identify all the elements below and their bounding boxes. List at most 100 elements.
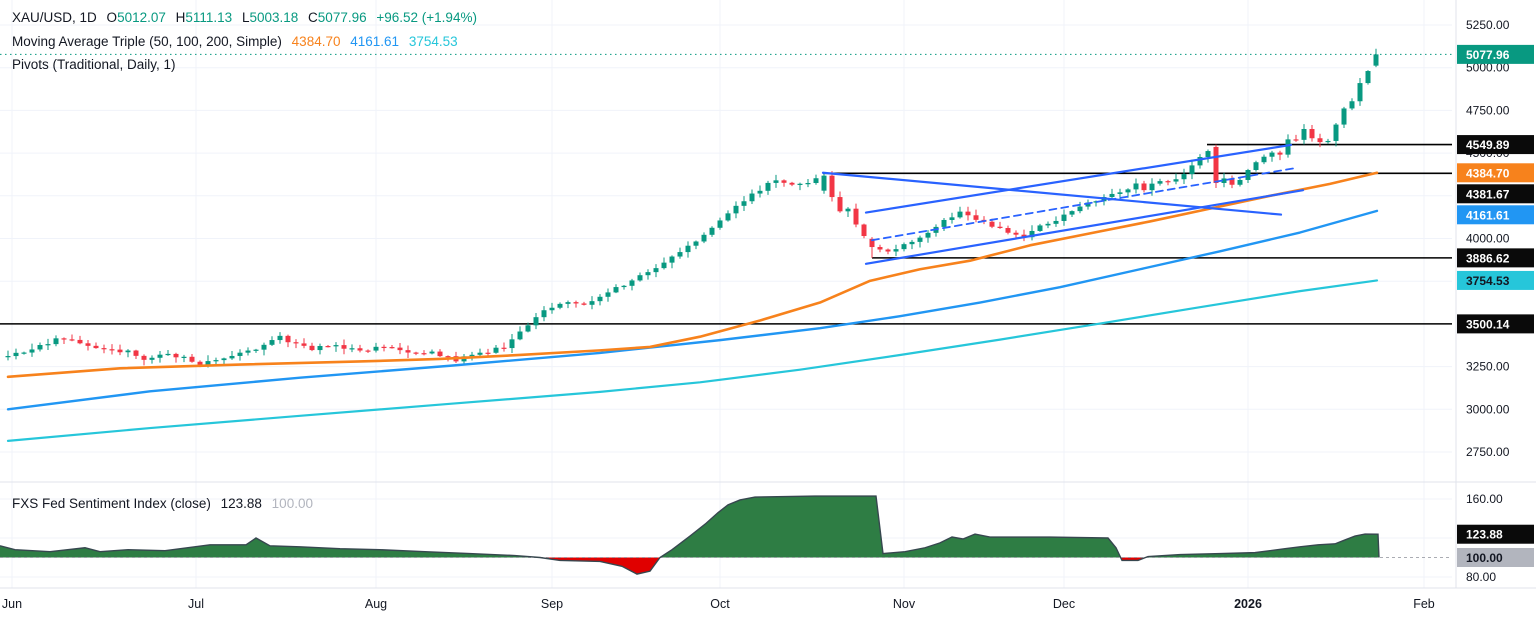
candle	[221, 358, 227, 361]
time-axis-label: Oct	[710, 597, 730, 611]
pivots-legend-row[interactable]: Pivots (Traditional, Daily, 1)	[12, 57, 477, 72]
candle	[829, 175, 835, 198]
candle	[541, 310, 547, 318]
candle	[597, 296, 603, 302]
candle	[245, 350, 251, 353]
symbol-legend-row[interactable]: XAU/USD, 1D O5012.07 H5111.13 L5003.18 C…	[12, 10, 477, 25]
candle	[173, 353, 179, 358]
candle	[45, 344, 51, 346]
candle	[701, 234, 707, 242]
candle	[469, 354, 475, 357]
sentiment-outline	[0, 495, 1380, 575]
candle	[1125, 189, 1131, 193]
price-tick-label: 4750.00	[1466, 103, 1510, 117]
candle	[277, 335, 283, 341]
sentiment-tick-label: 160.00	[1466, 492, 1503, 506]
candle	[517, 331, 523, 340]
candle	[733, 205, 739, 214]
candle	[589, 301, 595, 305]
candle	[853, 208, 859, 225]
candle	[525, 325, 531, 332]
price-badge	[1457, 184, 1534, 204]
candle	[653, 268, 659, 273]
price-tick-label: 5000.00	[1466, 61, 1510, 75]
trendline	[864, 189, 1305, 265]
candle	[53, 338, 59, 345]
candle	[21, 352, 27, 354]
open-value: 5012.07	[117, 10, 166, 25]
open-label: O	[106, 10, 118, 25]
candle	[293, 342, 299, 344]
price-badge-label: 4161.61	[1466, 208, 1510, 222]
candle	[533, 317, 539, 326]
low-label: L	[241, 10, 250, 25]
candle	[613, 287, 619, 293]
candle	[1237, 179, 1243, 185]
sentiment-legend-row[interactable]: FXS Fed Sentiment Index (close) 123.88 1…	[12, 496, 313, 511]
candle	[1213, 146, 1219, 183]
sentiment-badge-label: 100.00	[1466, 551, 1503, 565]
candle	[1181, 174, 1187, 180]
candle	[29, 349, 35, 353]
candle	[1325, 140, 1331, 143]
price-badge	[1457, 248, 1534, 268]
price-axis[interactable]: 5250.005000.004750.004500.004000.003250.…	[1457, 18, 1534, 584]
candle	[373, 346, 379, 351]
sentiment-pane	[0, 495, 1452, 575]
price-tick-label: 2750.00	[1466, 445, 1510, 459]
candle	[1293, 139, 1299, 141]
ma50-value: 4384.70	[291, 33, 341, 49]
candle	[197, 361, 203, 365]
candle	[877, 247, 883, 250]
price-badge	[1457, 205, 1534, 225]
price-badge	[1457, 314, 1534, 334]
candle	[765, 182, 771, 191]
candle	[1301, 129, 1307, 140]
sentiment-badge	[1457, 524, 1534, 544]
sma200-line	[6, 279, 1379, 442]
candle	[317, 346, 323, 351]
trendline	[864, 143, 1293, 214]
candle	[1333, 124, 1339, 141]
candle	[1141, 183, 1147, 191]
candle	[685, 245, 691, 253]
candle	[837, 197, 843, 212]
candle	[565, 302, 571, 304]
candle	[973, 215, 979, 220]
candle	[93, 345, 99, 349]
candle	[1229, 178, 1235, 185]
candle	[325, 346, 331, 348]
candle	[725, 213, 731, 221]
pane-borders	[0, 0, 1536, 589]
candle	[1005, 228, 1011, 233]
close-value: 5077.96	[317, 10, 367, 25]
candle	[941, 219, 947, 227]
sentiment-tick-label: 80.00	[1466, 570, 1496, 584]
candle	[117, 349, 123, 353]
candle	[213, 360, 219, 362]
price-badge-label: 4549.89	[1466, 138, 1510, 152]
high-value: 5111.13	[185, 10, 233, 25]
sentiment-close-value: 123.88	[220, 496, 262, 511]
candle	[149, 357, 155, 360]
candle	[1157, 181, 1163, 184]
candle	[741, 201, 747, 206]
candle	[861, 224, 867, 237]
candle	[77, 339, 83, 344]
candle	[1133, 183, 1139, 190]
candle	[821, 175, 827, 191]
time-axis[interactable]: Jun Jul Aug Sep Oct Nov Dec 2026 Feb	[2, 597, 1435, 611]
candles	[5, 48, 1379, 368]
candle	[189, 356, 195, 362]
close-label: C	[308, 10, 318, 25]
candle	[749, 193, 755, 202]
time-axis-label: Dec	[1053, 597, 1075, 611]
candle	[125, 350, 131, 353]
ma-legend-row[interactable]: Moving Average Triple (50, 100, 200, Sim…	[12, 34, 477, 49]
candle	[229, 355, 235, 359]
candle	[669, 256, 675, 263]
price-badge	[1457, 163, 1534, 183]
sma50-line	[6, 171, 1379, 379]
candle	[493, 347, 499, 353]
